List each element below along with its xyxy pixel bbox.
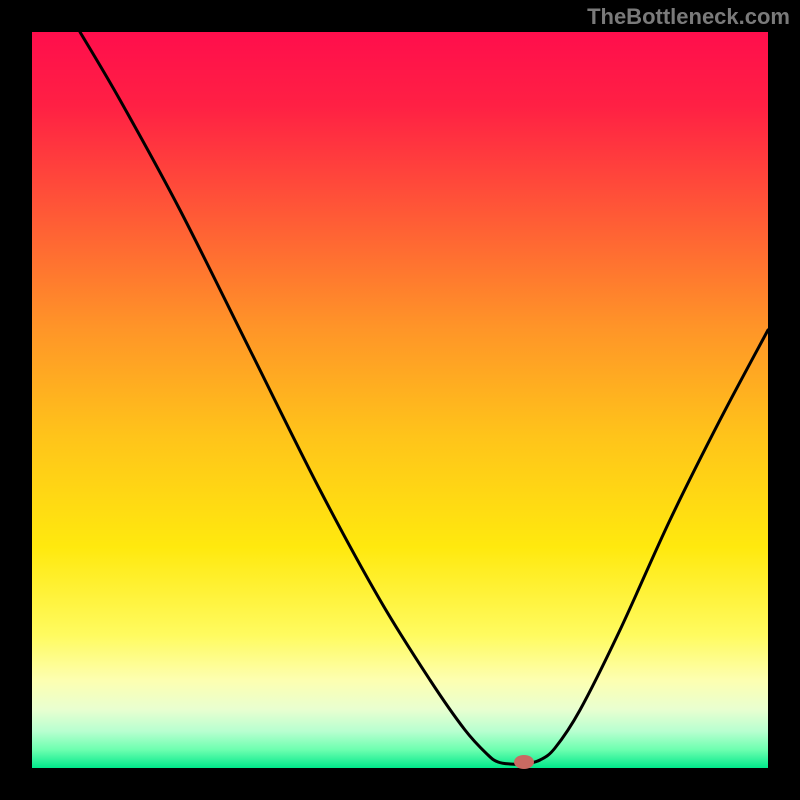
chart-svg	[0, 0, 800, 800]
bottleneck-chart: TheBottleneck.com	[0, 0, 800, 800]
attribution-text: TheBottleneck.com	[587, 4, 790, 30]
minimum-marker	[514, 755, 534, 769]
